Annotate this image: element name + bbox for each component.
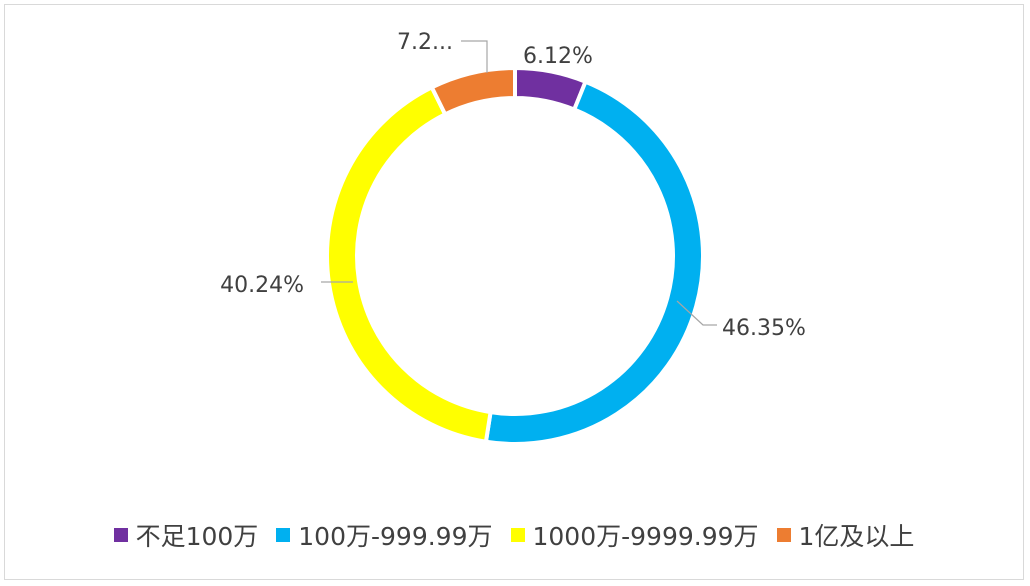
legend-item-under-1m: 不足100万 [113,517,259,553]
legend-label-10m-100m: 1000万-9999.99万 [532,522,759,551]
legend-item-1m-10m: 100万-999.99万 [276,517,493,553]
leader-line-over-100m [461,40,488,73]
slice-10m-100m [325,84,493,445]
legend-swatch-1m-10m [276,528,291,542]
data-label-over-100m: 7.2... [397,30,453,55]
leader-line-1m-10m [676,300,717,326]
legend-swatch-10m-100m [510,528,525,542]
legend-item-over-100m: 1亿及以上 [776,517,915,553]
legend-swatch-over-100m [776,528,791,542]
legend-item-10m-100m: 1000万-9999.99万 [510,517,759,553]
legend-label-1m-10m: 100万-999.99万 [298,522,493,551]
legend: 不足100万 100万-999.99万 1000万-9999.99万 1亿及以上 [5,517,1023,553]
chart-frame: 6.12% 46.35% 40.24% 7.2... 不足100万 100万-999.… [4,4,1024,580]
donut-chart: 6.12% 46.35% 40.24% 7.2... [220,30,806,446]
slice-1m-10m [483,79,705,446]
legend-label-over-100m: 1亿及以上 [798,522,915,551]
data-label-1m-10m: 46.35% [722,316,806,341]
slice-over-100m [429,65,517,117]
data-label-under-1m: 6.12% [523,44,593,69]
data-label-10m-100m: 40.24% [220,273,304,298]
legend-swatch-under-1m [113,528,128,542]
legend-label-under-1m: 不足100万 [135,522,259,551]
